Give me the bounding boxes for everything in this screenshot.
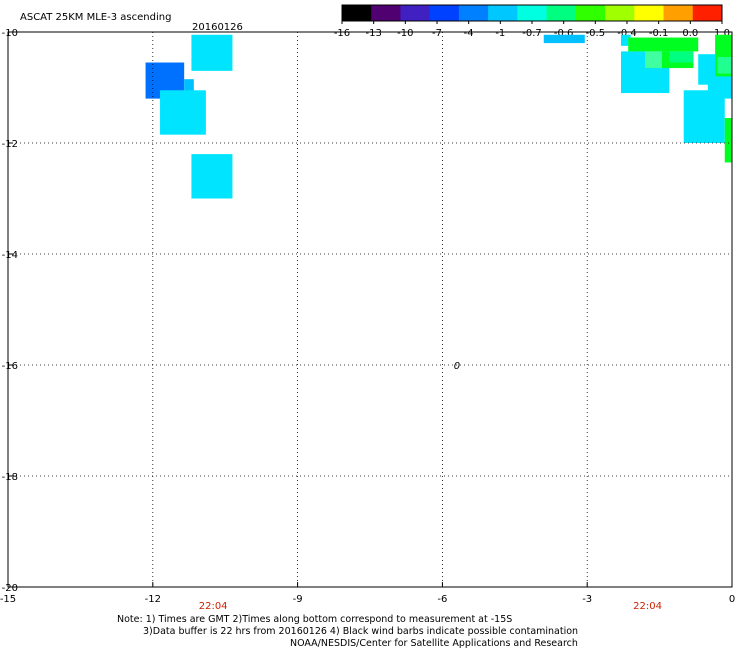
colorbar-tick-label: -0.1 — [649, 28, 669, 39]
x-tick-label: -15 — [0, 594, 16, 605]
colorbar-segment — [429, 5, 460, 21]
y-tick-label: -14 — [2, 250, 18, 261]
colorbar — [341, 4, 723, 22]
x-tick-label: 0 — [729, 594, 735, 605]
data-cell — [683, 90, 725, 143]
colorbar-tick-label: -10 — [397, 28, 413, 39]
colorbar-tick-label: 0.0 — [682, 28, 698, 39]
colorbar-tick-label: -1 — [495, 28, 505, 39]
y-tick-label: -20 — [2, 583, 18, 594]
time-annotation: 22:04 — [199, 601, 228, 612]
x-tick-label: -6 — [437, 594, 447, 605]
grid-lines — [8, 32, 732, 587]
y-tick-label: -12 — [2, 139, 18, 150]
colorbar-tick-label: -4 — [464, 28, 474, 39]
inline-annotation: 0 — [454, 361, 460, 372]
x-axis: -15 -12 -9 -6 -3 0 — [0, 582, 735, 605]
data-cell — [184, 79, 194, 99]
colorbar-tick-label: -16 — [334, 28, 350, 39]
plot-frame — [7, 31, 733, 588]
colorbar-tick-label: -0.6 — [554, 28, 574, 39]
data-cell — [191, 154, 233, 199]
data-cells — [145, 34, 732, 199]
data-cell — [717, 56, 732, 74]
colorbar-segment — [663, 5, 694, 21]
data-cell — [191, 34, 233, 71]
x-tick-label: -3 — [582, 594, 592, 605]
colorbar-segment — [546, 5, 577, 21]
chart-date: 20160126 — [192, 22, 243, 33]
x-tick-label: -9 — [293, 594, 303, 605]
note-line-1: Note: 1) Times are GMT 2)Times along bot… — [117, 614, 513, 625]
colorbar-segment — [488, 5, 518, 21]
data-cell — [724, 118, 732, 163]
y-tick-label: -10 — [2, 28, 18, 39]
data-cell — [160, 90, 206, 135]
colorbar-tick-label: -0.7 — [522, 28, 542, 39]
annotations: 22:04 22:04 0 — [199, 361, 662, 612]
colorbar-tick-label: -7 — [432, 28, 442, 39]
colorbar-segment — [400, 5, 431, 21]
colorbar-labels: -16 -13 -10 -7 -4 -1 -0.7 -0.6 -0.5 -0.4 -0.1 0.0 1.… — [334, 21, 730, 39]
colorbar-segment — [605, 5, 635, 21]
colorbar-segment — [342, 5, 372, 21]
colorbar-segment — [517, 5, 548, 21]
colorbar-tick-label: -13 — [365, 28, 381, 39]
colorbar-segment — [634, 5, 665, 21]
data-cell — [543, 34, 585, 44]
colorbar-segment — [458, 5, 489, 21]
time-annotation: 22:04 — [633, 601, 662, 612]
colorbar-tick-label: 1.0 — [714, 28, 730, 39]
colorbar-segment — [575, 5, 606, 21]
colorbar-segment — [692, 5, 723, 21]
data-cell — [620, 34, 631, 46]
data-cell — [645, 51, 663, 69]
chart-title: ASCAT 25KM MLE-3 ascending — [20, 12, 171, 23]
y-tick-label: -16 — [2, 361, 18, 372]
colorbar-segment — [371, 5, 401, 21]
note-line-3: NOAA/NESDIS/Center for Satellite Applica… — [290, 638, 578, 649]
y-tick-label: -18 — [2, 472, 18, 483]
x-tick-label: -12 — [145, 594, 161, 605]
note-line-2: 3)Data buffer is 22 hrs from 20160126 4)… — [143, 626, 579, 637]
data-cell — [628, 37, 699, 52]
y-axis: -10 -12 -14 -16 -18 -20 — [2, 28, 18, 594]
colorbar-tick-label: -0.5 — [586, 28, 606, 39]
data-cell — [669, 51, 694, 63]
colorbar-tick-label: -0.4 — [617, 28, 637, 39]
